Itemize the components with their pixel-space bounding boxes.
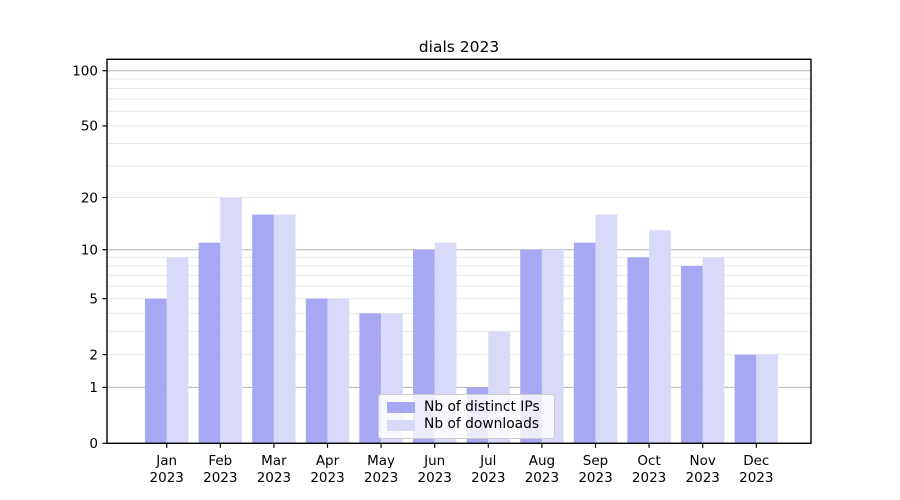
legend-item-distinct-ips: Nb of distinct IPs xyxy=(387,399,546,417)
bar-ips-mar xyxy=(252,214,274,444)
bar-downloads-mar xyxy=(273,214,296,444)
bar-ips-feb xyxy=(198,242,221,444)
x-tick-label: May 2023 xyxy=(364,453,398,486)
y-tick-label: 5 xyxy=(89,291,98,307)
x-tick-label: Mar 2023 xyxy=(257,453,291,486)
x-tick-label: Nov 2023 xyxy=(686,453,720,486)
bar-downloads-feb xyxy=(220,197,242,444)
x-tick-label: Apr 2023 xyxy=(310,453,344,486)
x-tick-label: Feb 2023 xyxy=(203,453,237,486)
x-tick-label: Dec 2023 xyxy=(739,453,773,486)
bar-downloads-sep xyxy=(595,214,618,444)
bar-ips-dec xyxy=(734,354,757,444)
x-tick-label: Oct 2023 xyxy=(632,453,666,486)
bar-ips-nov xyxy=(681,265,703,444)
bar-ips-oct xyxy=(627,257,650,444)
bar-downloads-dec xyxy=(756,354,778,444)
y-tick-label: 50 xyxy=(81,119,98,135)
y-tick-label: 1 xyxy=(89,380,98,396)
chart-title: dials 2023 xyxy=(419,38,499,56)
bar-downloads-jun xyxy=(434,242,457,444)
plot-border xyxy=(106,58,812,444)
legend-swatch-downloads-icon xyxy=(387,419,415,431)
bar-downloads-nov xyxy=(702,257,725,444)
legend: Nb of distinct IPs Nb of downloads xyxy=(378,394,555,439)
y-tick-label: 0 xyxy=(89,436,98,452)
legend-label-distinct-ips: Nb of distinct IPs xyxy=(424,398,540,415)
legend-label-downloads: Nb of downloads xyxy=(424,416,540,433)
y-tick-label: 100 xyxy=(72,64,98,80)
legend-swatch-distinct-ips-icon xyxy=(387,402,415,414)
bar-ips-sep xyxy=(573,242,596,444)
bar-downloads-oct xyxy=(649,230,671,444)
x-tick-label: Aug 2023 xyxy=(525,453,559,486)
x-tick-label: Jun 2023 xyxy=(418,453,452,486)
x-tick-label: Jan 2023 xyxy=(150,453,184,486)
bar-ips-jan xyxy=(145,298,167,444)
bar-ips-may xyxy=(359,313,382,444)
x-tick-label: Sep 2023 xyxy=(578,453,612,486)
y-tick-label: 10 xyxy=(81,243,98,259)
bar-downloads-apr xyxy=(327,298,350,444)
y-tick-label: 20 xyxy=(81,190,98,206)
y-tick-label: 2 xyxy=(89,347,98,363)
legend-item-downloads: Nb of downloads xyxy=(387,417,546,435)
bar-ips-apr xyxy=(305,298,328,444)
x-tick-label: Jul 2023 xyxy=(471,453,505,486)
bar-downloads-jan xyxy=(166,257,189,444)
